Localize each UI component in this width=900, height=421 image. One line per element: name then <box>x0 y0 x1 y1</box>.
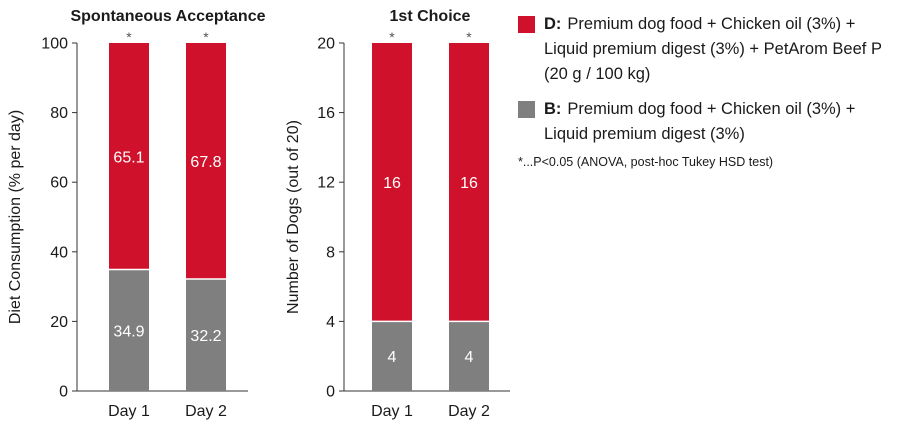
y-tick-label: 40 <box>50 244 68 261</box>
y-tick-label: 8 <box>326 244 335 261</box>
y-tick-label: 100 <box>41 36 68 53</box>
x-tick-label: Day 2 <box>448 403 490 420</box>
footnote: *...P<0.05 (ANOVA, post-hoc Tukey HSD te… <box>518 155 774 169</box>
bar-b-day-2 <box>449 321 489 391</box>
x-tick-label: Day 2 <box>185 403 227 420</box>
data-label-d: 67.8 <box>190 154 221 171</box>
y-tick-label: 20 <box>50 314 68 331</box>
bar-d-day-2 <box>449 43 489 322</box>
legend-item-d: D: Premium dog food + Chicken oil (3%) + … <box>518 12 898 87</box>
data-label-d: 16 <box>383 175 401 192</box>
legend-swatch-b <box>518 101 535 118</box>
significance-star: * <box>389 29 395 45</box>
y-axis-label: Diet Consumption (% per day) <box>7 110 24 324</box>
data-label-d: 65.1 <box>113 149 144 166</box>
bar-b-day-2 <box>186 278 226 391</box>
y-tick-label: 12 <box>317 175 335 192</box>
y-tick-label: 0 <box>326 384 335 401</box>
significance-star: * <box>126 29 132 45</box>
significance-star: * <box>203 29 209 45</box>
legend-swatch-d <box>518 16 535 33</box>
data-label-b: 4 <box>465 349 474 366</box>
data-label-d: 16 <box>460 175 478 192</box>
legend: D: Premium dog food + Chicken oil (3%) + … <box>518 12 898 169</box>
chart-title: Spontaneous Acceptance <box>70 8 265 25</box>
y-tick-label: 0 <box>59 384 68 401</box>
legend-text-b: Premium dog food + Chicken oil (3%) + Li… <box>544 100 856 143</box>
chart-title: 1st Choice <box>390 8 471 25</box>
first-choice-chart: 1st Choice Number of Dogs (out of 20) 0 4 8 1… <box>285 8 510 420</box>
x-tick-label: Day 1 <box>371 403 413 420</box>
y-tick-label: 4 <box>326 314 335 331</box>
bar-b-day-1 <box>372 321 412 391</box>
data-label-b: 34.9 <box>113 323 144 340</box>
significance-star: * <box>466 29 472 45</box>
y-tick-label: 80 <box>50 105 68 122</box>
y-tick-label: 20 <box>317 36 335 53</box>
data-label-b: 4 <box>388 349 397 366</box>
y-tick-label: 60 <box>50 175 68 192</box>
y-axis-label: Number of Dogs (out of 20) <box>285 120 302 314</box>
data-label-b: 32.2 <box>190 328 221 345</box>
legend-key-d: D: <box>544 15 562 33</box>
bar-d-day-1 <box>109 43 149 270</box>
bar-d-day-2 <box>186 43 226 279</box>
legend-key-b: B: <box>544 100 562 118</box>
bar-b-day-1 <box>109 269 149 391</box>
bar-d-day-1 <box>372 43 412 322</box>
x-tick-label: Day 1 <box>108 403 150 420</box>
legend-item-b: B: Premium dog food + Chicken oil (3%) + … <box>518 97 898 147</box>
y-tick-label: 16 <box>317 105 335 122</box>
spontaneous-acceptance-chart: Spontaneous Acceptance Diet Consumption (… <box>7 8 266 420</box>
legend-text-d: Premium dog food + Chicken oil (3%) + Li… <box>544 15 882 83</box>
